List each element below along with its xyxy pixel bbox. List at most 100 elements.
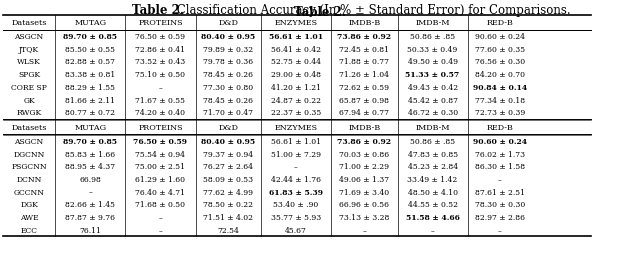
Text: 72.62 ± 0.59: 72.62 ± 0.59 [339,84,389,91]
Text: 76.40 ± 4.71: 76.40 ± 4.71 [136,188,186,196]
Text: 22.37 ± 0.35: 22.37 ± 0.35 [271,109,321,117]
Text: 51.33 ± 0.57: 51.33 ± 0.57 [406,71,460,79]
Text: AWE: AWE [20,213,38,221]
Text: GCCNN: GCCNN [13,188,45,196]
Text: 48.50 ± 4.10: 48.50 ± 4.10 [408,188,458,196]
Text: Table 2. Classification Accuracy (In % ± Standard Error) for Comparisons.: Table 2. Classification Accuracy (In % ±… [75,4,520,17]
Text: 72.86 ± 0.41: 72.86 ± 0.41 [136,45,186,53]
Text: 81.66 ± 2.11: 81.66 ± 2.11 [65,96,115,104]
Text: 61.83 ± 5.39: 61.83 ± 5.39 [269,188,323,196]
Text: IMDB-B: IMDB-B [348,124,380,132]
Text: Classification Accuracy (In % ± Standard Error) for Comparisons.: Classification Accuracy (In % ± Standard… [173,4,570,17]
Text: 72.45 ± 0.81: 72.45 ± 0.81 [339,45,389,53]
Text: ENZYMES: ENZYMES [275,124,317,132]
Text: ENZYMES: ENZYMES [275,19,317,27]
Text: WLSK: WLSK [17,58,41,66]
Text: SPGK: SPGK [18,71,40,79]
Text: Table 2.: Table 2. [294,6,346,19]
Text: DGK: DGK [20,201,38,209]
Text: 76.27 ± 2.64: 76.27 ± 2.64 [203,163,253,171]
Text: RWGK: RWGK [17,109,42,117]
Text: 90.60 ± 0.24: 90.60 ± 0.24 [473,137,527,145]
Text: 41.20 ± 1.21: 41.20 ± 1.21 [271,84,321,91]
Text: 73.52 ± 0.43: 73.52 ± 0.43 [135,58,186,66]
Text: IMDB-B: IMDB-B [348,19,380,27]
Text: 74.20 ± 0.40: 74.20 ± 0.40 [136,109,186,117]
Text: –: – [498,175,502,183]
Text: 83.38 ± 0.81: 83.38 ± 0.81 [65,71,115,79]
Text: 66.96 ± 0.56: 66.96 ± 0.56 [339,201,389,209]
Text: 61.29 ± 1.60: 61.29 ± 1.60 [136,175,186,183]
Text: 71.26 ± 1.04: 71.26 ± 1.04 [339,71,389,79]
Text: D&D: D&D [218,19,238,27]
Text: 84.20 ± 0.70: 84.20 ± 0.70 [475,71,525,79]
Text: DCNN: DCNN [17,175,42,183]
Text: 86.30 ± 1.58: 86.30 ± 1.58 [475,163,525,171]
Text: 85.50 ± 0.55: 85.50 ± 0.55 [65,45,115,53]
Text: 73.13 ± 3.28: 73.13 ± 3.28 [339,213,390,221]
Text: 65.87 ± 0.98: 65.87 ± 0.98 [339,96,389,104]
Text: 45.23 ± 2.84: 45.23 ± 2.84 [408,163,458,171]
Text: 35.77 ± 5.93: 35.77 ± 5.93 [271,213,321,221]
Text: 33.49 ± 1.42: 33.49 ± 1.42 [408,175,458,183]
Text: 80.40 ± 0.95: 80.40 ± 0.95 [201,33,255,41]
Text: 82.97 ± 2.86: 82.97 ± 2.86 [475,213,525,221]
Text: 51.58 ± 4.66: 51.58 ± 4.66 [406,213,460,221]
Text: 72.73 ± 0.39: 72.73 ± 0.39 [475,109,525,117]
Text: DGCNN: DGCNN [13,150,45,158]
Text: –: – [159,226,163,234]
Text: 49.06 ± 1.37: 49.06 ± 1.37 [339,175,389,183]
Text: 73.86 ± 0.92: 73.86 ± 0.92 [337,137,391,145]
Text: –: – [159,84,163,91]
Text: 56.61 ± 1.01: 56.61 ± 1.01 [269,33,323,41]
Text: 82.88 ± 0.57: 82.88 ± 0.57 [65,58,115,66]
Text: 47.83 ± 0.85: 47.83 ± 0.85 [408,150,458,158]
Text: 71.70 ± 0.47: 71.70 ± 0.47 [203,109,253,117]
Text: –: – [431,226,435,234]
Text: 67.94 ± 0.77: 67.94 ± 0.77 [339,109,389,117]
Text: 42.44 ± 1.76: 42.44 ± 1.76 [271,175,321,183]
Text: ASGCN: ASGCN [15,33,44,41]
Text: 75.10 ± 0.50: 75.10 ± 0.50 [136,71,186,79]
Text: Table 2. Classification Accuracy (In % ± Standard Error) for Comparisons.: Table 2. Classification Accuracy (In % ±… [52,4,542,17]
Text: 78.45 ± 0.26: 78.45 ± 0.26 [203,71,253,79]
Text: 56.61 ± 1.01: 56.61 ± 1.01 [271,137,321,145]
Text: 75.54 ± 0.94: 75.54 ± 0.94 [136,150,186,158]
Text: 90.84 ± 0.14: 90.84 ± 0.14 [472,84,527,91]
Text: PROTEINS: PROTEINS [138,124,183,132]
Text: 50.33 ± 0.49: 50.33 ± 0.49 [408,45,458,53]
Text: ECC: ECC [20,226,38,234]
Text: 76.02 ± 1.73: 76.02 ± 1.73 [475,150,525,158]
Text: 80.40 ± 0.95: 80.40 ± 0.95 [201,137,255,145]
Text: 71.00 ± 2.29: 71.00 ± 2.29 [339,163,389,171]
Text: 79.78 ± 0.36: 79.78 ± 0.36 [203,58,253,66]
Text: MUTAG: MUTAG [74,19,106,27]
Text: JTQK: JTQK [19,45,39,53]
Text: ASGCN: ASGCN [15,137,44,145]
Text: 79.37 ± 0.94: 79.37 ± 0.94 [203,150,253,158]
Text: 77.62 ± 4.99: 77.62 ± 4.99 [203,188,253,196]
Text: 82.66 ± 1.45: 82.66 ± 1.45 [65,201,115,209]
Text: –: – [362,226,366,234]
Text: CORE SP: CORE SP [11,84,47,91]
Text: 70.03 ± 0.86: 70.03 ± 0.86 [339,150,389,158]
Text: D&D: D&D [218,124,238,132]
Text: 79.89 ± 0.32: 79.89 ± 0.32 [203,45,253,53]
Text: RED-B: RED-B [486,19,513,27]
Text: 77.60 ± 0.35: 77.60 ± 0.35 [475,45,525,53]
Text: PSGCNN: PSGCNN [12,163,47,171]
Text: 56.41 ± 0.42: 56.41 ± 0.42 [271,45,321,53]
Text: Datasets: Datasets [12,124,47,132]
Text: 45.42 ± 0.87: 45.42 ± 0.87 [408,96,458,104]
Text: 46.72 ± 0.30: 46.72 ± 0.30 [408,109,458,117]
Text: 71.88 ± 0.77: 71.88 ± 0.77 [339,58,389,66]
Text: –: – [498,226,502,234]
Text: 24.87 ± 0.22: 24.87 ± 0.22 [271,96,321,104]
Text: 77.34 ± 0.18: 77.34 ± 0.18 [475,96,525,104]
Text: 71.67 ± 0.55: 71.67 ± 0.55 [136,96,186,104]
Text: 87.61 ± 2.51: 87.61 ± 2.51 [475,188,525,196]
Text: 52.75 ± 0.44: 52.75 ± 0.44 [271,58,321,66]
Text: 90.60 ± 0.24: 90.60 ± 0.24 [475,33,525,41]
Text: 50.86 ± .85: 50.86 ± .85 [410,33,455,41]
Text: RED-B: RED-B [486,124,513,132]
